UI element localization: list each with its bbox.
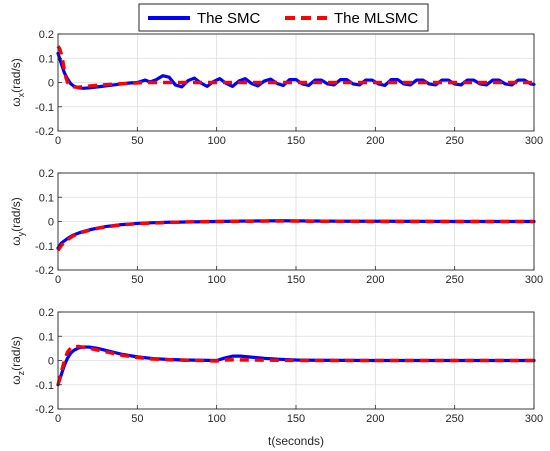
x-tick-label: 250	[445, 274, 463, 286]
x-tick-label: 0	[55, 274, 61, 286]
y-tick-label: 0.2	[39, 307, 54, 319]
x-tick-label: 250	[445, 135, 463, 147]
y-tick-label: 0.1	[39, 53, 54, 65]
x-tick-label: 200	[366, 135, 384, 147]
legend-label-smc: The SMC	[197, 10, 261, 27]
y-tick-label: 0.1	[39, 331, 54, 343]
x-tick-label: 300	[525, 413, 543, 425]
x-tick-label: 100	[207, 274, 225, 286]
x-tick-label: 0	[55, 135, 61, 147]
series-line-mlsmc	[56, 219, 534, 252]
y-tick-label: 0.2	[39, 168, 54, 180]
y-axis-label: ωz(rad/s)	[9, 336, 26, 385]
y-tick-label: -0.2	[35, 126, 54, 138]
x-tick-label: 150	[287, 274, 305, 286]
x-tick-label: 100	[207, 135, 225, 147]
subplot-omega-y: 0 50 100 150 200 250 300 -0.2 -0.1 0 0.1 0.2 ωy(rad/…	[9, 168, 543, 286]
y-axis-label: ωx(rad/s)	[9, 58, 26, 107]
subplot-omega-z: 0 50 100 150 200 250 300 -0.2 -0.1 0 0.1 0.2 ωz(rad/…	[9, 307, 543, 425]
y-tick-label: 0	[48, 78, 54, 90]
y-tick-label: -0.2	[35, 265, 54, 277]
series-line-smc	[56, 345, 536, 387]
y-tick-label: -0.1	[35, 102, 54, 114]
x-tick-label: 300	[525, 135, 543, 147]
y-axis-label: ωy(rad/s)	[9, 197, 26, 246]
y-tick-label: 0.1	[39, 192, 54, 204]
x-axis-label: t(seconds)	[268, 434, 324, 448]
x-tick-label: 300	[525, 274, 543, 286]
y-tick-label: 0	[48, 356, 54, 368]
x-tick-label: 150	[287, 135, 305, 147]
y-tick-label: -0.1	[35, 380, 54, 392]
x-tick-label: 50	[131, 135, 143, 147]
subplot-omega-x: 0 50 100 150 200 250 300 -0.2 -0.1 0 0.1 0.2 ωx(rad/…	[9, 29, 543, 147]
x-tick-label: 200	[366, 274, 384, 286]
x-tick-label: 50	[131, 274, 143, 286]
x-tick-label: 50	[131, 413, 143, 425]
y-tick-label: -0.2	[35, 404, 54, 416]
x-tick-label: 100	[207, 413, 225, 425]
x-tick-label: 150	[287, 413, 305, 425]
legend: The SMC The MLSMC	[138, 3, 429, 32]
y-tick-label: -0.1	[35, 241, 54, 253]
legend-label-mlsmc: The MLSMC	[334, 10, 418, 27]
series-line-mlsmc	[56, 45, 534, 90]
y-tick-label: 0.2	[39, 29, 54, 41]
y-tick-label: 0	[48, 217, 54, 229]
x-tick-label: 250	[445, 413, 463, 425]
x-tick-label: 200	[366, 413, 384, 425]
series-line-mlsmc	[56, 344, 534, 386]
x-tick-label: 0	[55, 413, 61, 425]
